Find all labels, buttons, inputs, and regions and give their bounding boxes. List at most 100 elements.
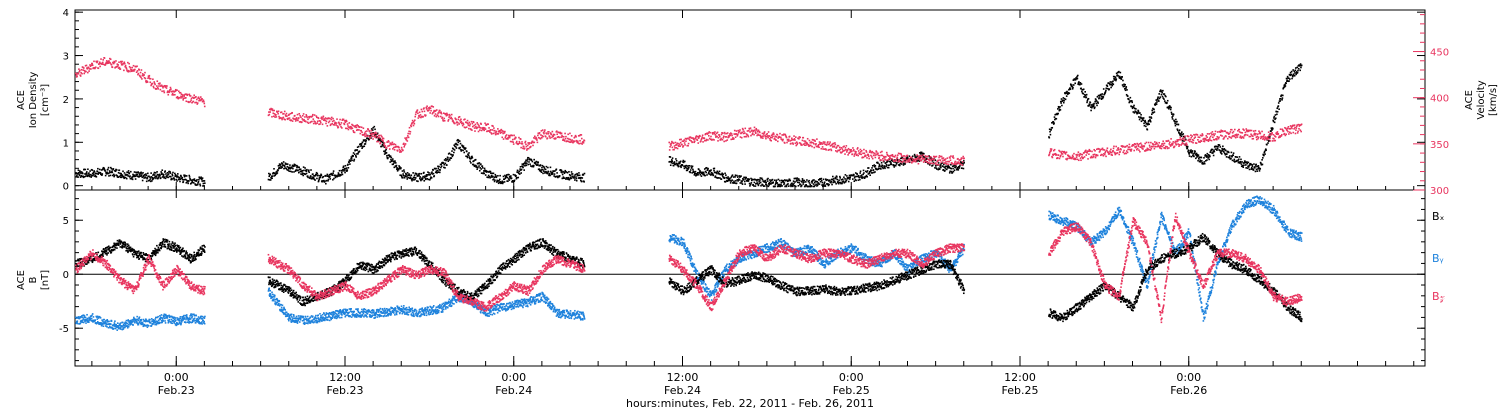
density-point [803,181,805,184]
density-point [759,181,762,184]
density-point [94,172,97,175]
velocity-point [845,151,848,153]
density-point [403,169,405,171]
density-point [201,177,204,179]
density-point [1250,166,1253,169]
velocity-point [670,144,672,146]
velocity-point [445,112,447,115]
velocity-point [105,61,108,64]
density-point [1297,67,1300,70]
density-point [125,174,128,176]
density-point [338,175,340,177]
density-point [1235,156,1237,158]
density-point [767,182,770,185]
density-point [1187,150,1189,153]
velocity-point [175,89,177,92]
density-point [182,179,185,181]
velocity-point [435,109,437,112]
density-point [726,180,729,183]
density-point [421,178,424,181]
density-point [536,164,538,167]
velocity-point [88,70,90,72]
velocity-point [483,127,486,129]
density-point [509,177,511,179]
velocity-point [442,112,445,114]
density-point [565,171,568,173]
velocity-point [455,118,457,121]
velocity-point [345,127,347,130]
velocity-point [406,140,409,142]
velocity-point [87,67,90,69]
velocity-point [426,105,428,108]
velocity-point [138,69,141,71]
velocity-point [367,135,370,137]
density-point [439,169,441,171]
velocity-point [297,119,299,122]
velocity-point [337,126,340,128]
density-point [298,171,300,174]
velocity-point [478,124,480,127]
velocity-point [97,67,100,70]
velocity-point [439,112,442,114]
velocity-point [152,85,155,88]
density-point [267,178,270,181]
velocity-point [678,143,681,145]
density-point [1294,67,1297,69]
velocity-point [702,141,704,143]
density-point [822,178,825,181]
velocity-point [168,91,170,94]
velocity-point [188,94,191,97]
density-point [436,171,439,174]
density-point [507,180,509,183]
velocity-point [830,149,833,152]
density-point [784,185,786,188]
density-point [940,166,942,169]
velocity-point [560,132,563,135]
density-point [1123,83,1125,86]
density-point [1079,83,1081,86]
density-point [451,155,454,158]
velocity-point [359,132,362,135]
density-point [440,163,443,166]
density-point [495,175,497,177]
density-point [1084,91,1086,93]
density-point [1124,83,1126,86]
density-point [865,175,867,178]
density-point [540,169,542,171]
density-point [286,165,289,168]
velocity-point [369,136,372,138]
density-point [1279,97,1282,100]
velocity-point [938,156,940,159]
velocity-point [98,61,101,64]
density-point [570,171,573,173]
density-point [1188,152,1190,154]
density-point [1255,168,1258,171]
velocity-point [328,117,330,120]
density-point [1132,111,1135,113]
density-point [739,182,742,184]
velocity-point [1168,147,1170,149]
density-point [839,181,842,184]
velocity-point [955,163,958,165]
density-point [737,180,739,182]
velocity-point [520,146,522,149]
density-point [1194,153,1197,155]
velocity-point [466,122,468,124]
density-point [1272,127,1274,130]
velocity-point [165,87,168,89]
density-point [115,169,118,171]
density-point [1168,107,1170,110]
density-point [359,143,362,145]
velocity-point [437,112,439,114]
velocity-point [1125,150,1128,152]
density-point [319,176,322,179]
density-point [892,164,895,167]
density-point [505,176,507,179]
density-point [1223,148,1226,150]
density-point [88,174,91,176]
density-point [717,177,720,179]
density-point [671,160,673,163]
velocity-point [297,117,300,119]
velocity-point [388,141,390,143]
velocity-point [377,140,380,143]
